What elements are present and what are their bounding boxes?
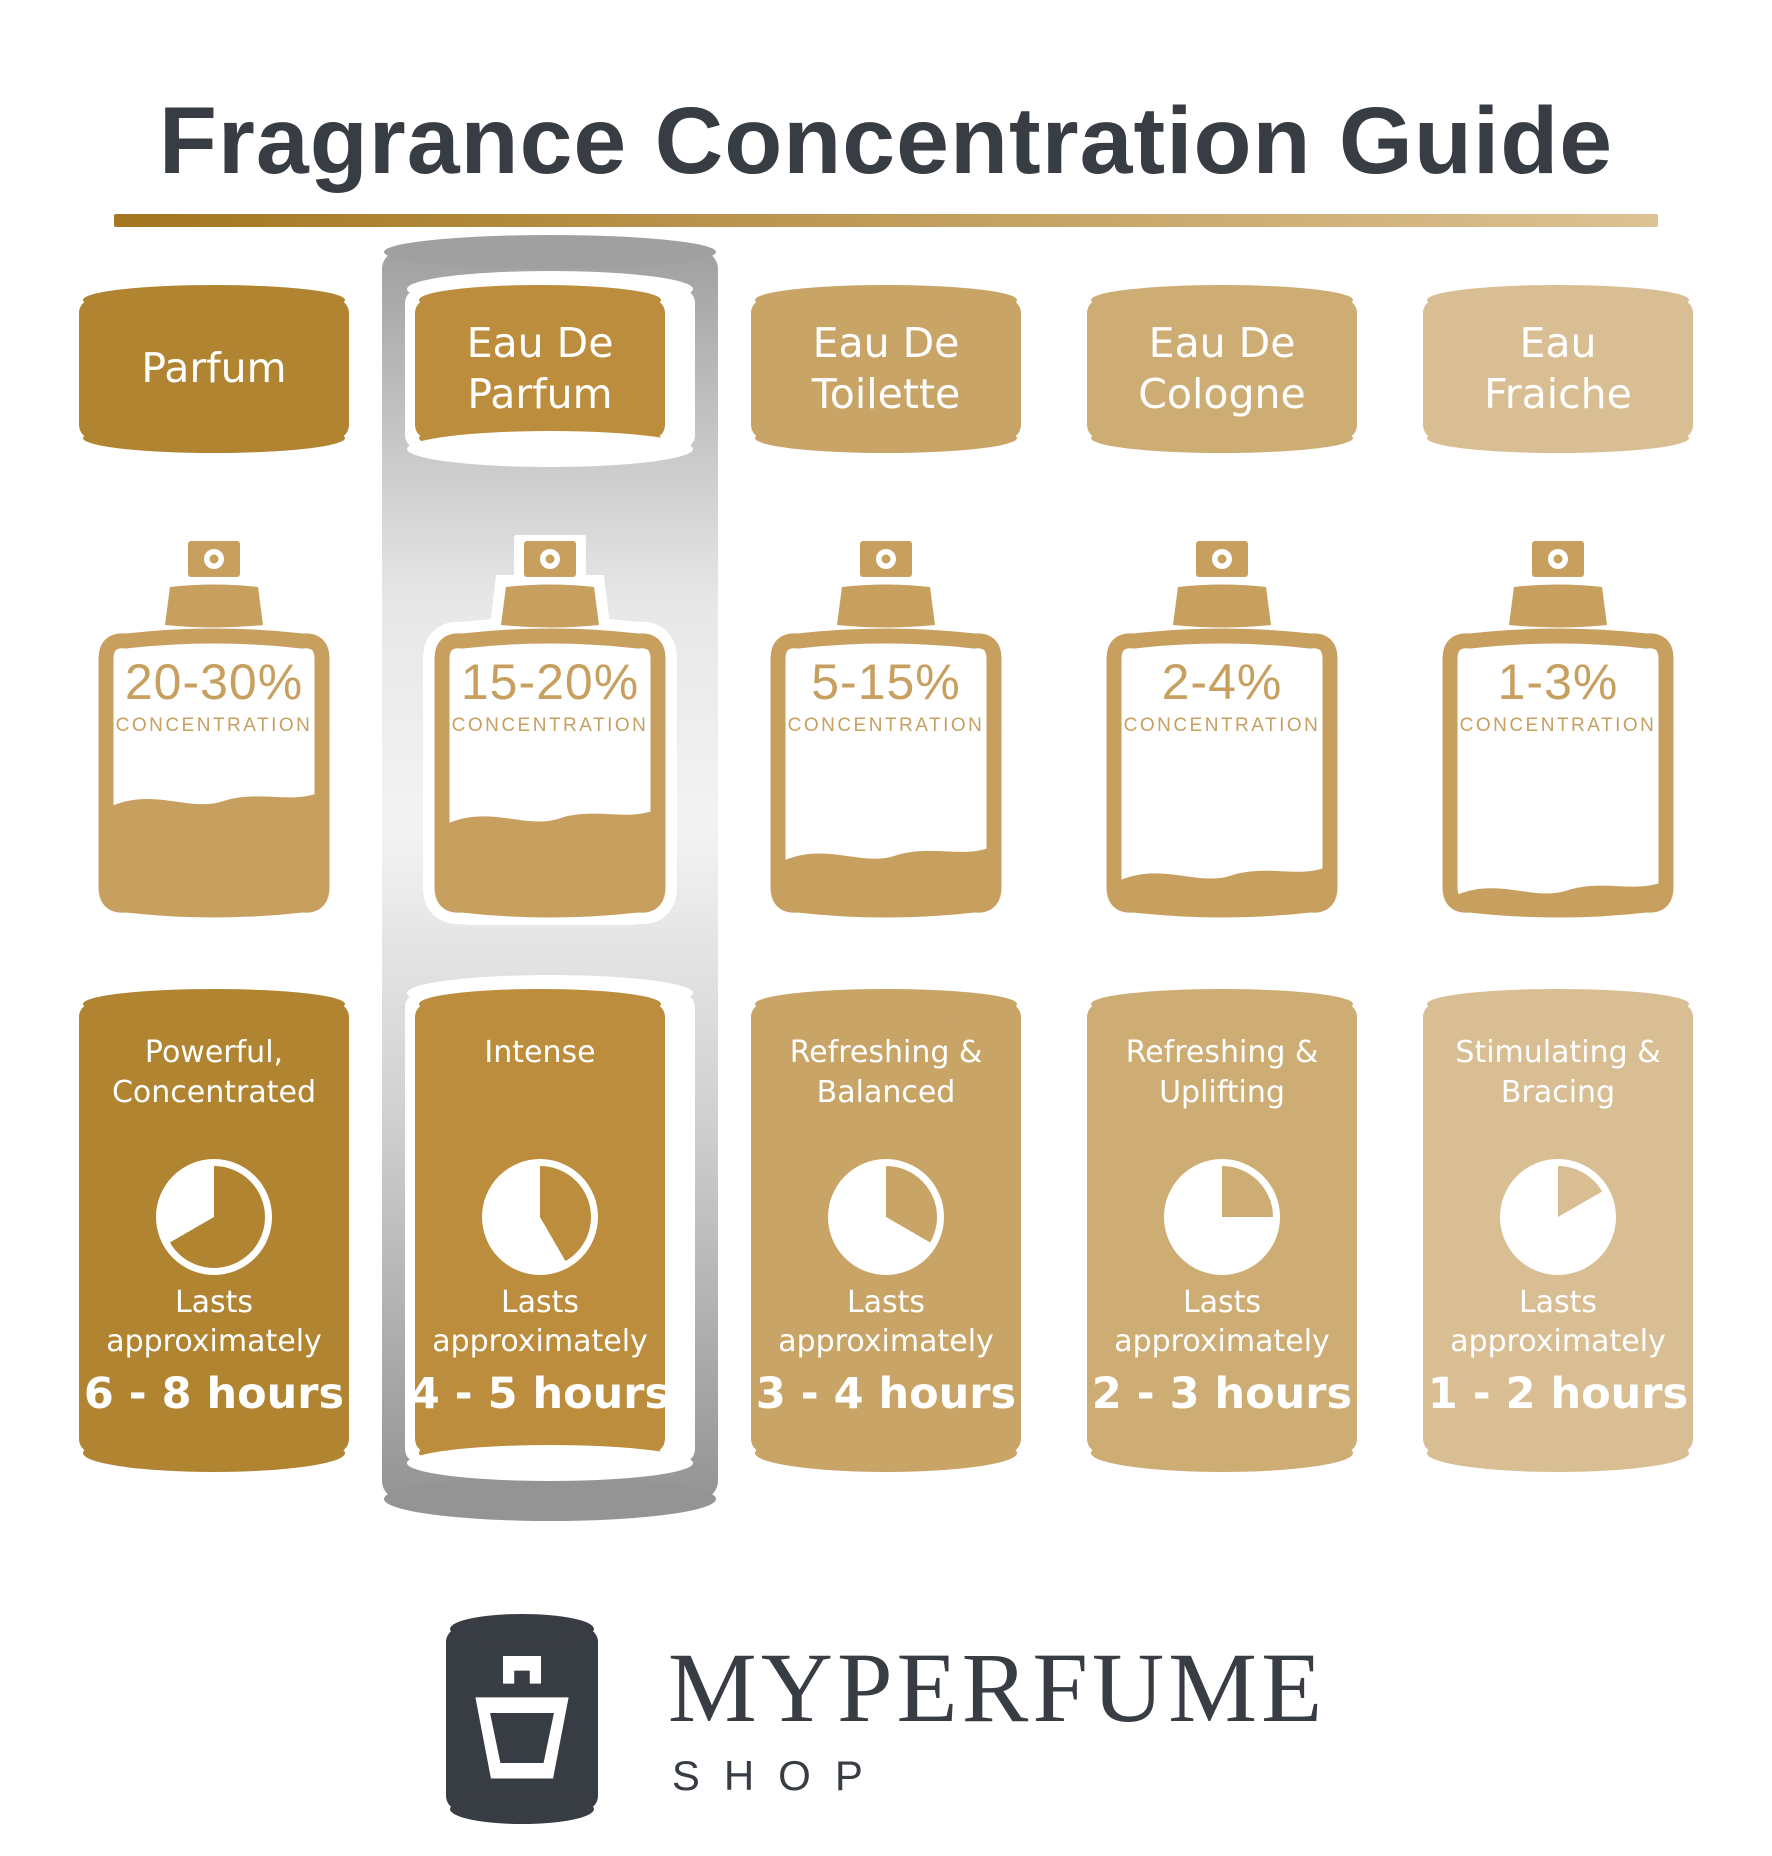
- tier-header: Eau Fraiche: [1423, 285, 1693, 453]
- character-label: Powerful, Concentrated: [111, 1035, 317, 1110]
- concentration-block: 2-4% CONCENTRATION: [1092, 653, 1352, 737]
- tier-label: Eau Fraiche: [1484, 318, 1632, 418]
- duration-value: 4 - 5 hours: [409, 1369, 671, 1419]
- duration-value: 6 - 8 hours: [83, 1369, 345, 1419]
- duration-pie-icon: [482, 1159, 598, 1275]
- duration-pie-icon: [156, 1159, 272, 1275]
- duration-value: 1 - 2 hours: [1427, 1369, 1689, 1419]
- perfume-bottle-icon: 2-4% CONCENTRATION: [1092, 535, 1352, 925]
- highlight-outline: Eau De Parfum: [405, 271, 695, 467]
- column: Parfum 20-30% CONCENTRATION Powerful, Co…: [79, 285, 349, 1472]
- page-title: Fragrance Concentration Guide: [158, 88, 1614, 194]
- duration-block: Lasts approximately 1 - 2 hours: [1428, 1283, 1688, 1419]
- character-label: Refreshing & Uplifting: [1125, 1035, 1319, 1110]
- concentration-label: CONCENTRATION: [1459, 715, 1657, 736]
- lasts-label: Lasts approximately: [1450, 1285, 1666, 1359]
- concentration-block: 5-15% CONCENTRATION: [756, 653, 1016, 737]
- concentration-value: 15-20%: [460, 654, 640, 710]
- duration-block: Lasts approximately 2 - 3 hours: [1092, 1283, 1352, 1419]
- concentration-value: 5-15%: [811, 654, 961, 710]
- concentration-label: CONCENTRATION: [1123, 715, 1321, 736]
- column: Eau Fraiche 1-3% CONCENTRATION Stimulati…: [1423, 285, 1693, 1472]
- tier-label: Eau De Parfum: [466, 318, 614, 418]
- perfume-bottle-icon: 20-30% CONCENTRATION: [84, 535, 344, 925]
- concentration-value: 20-30%: [124, 654, 304, 710]
- brand-text: MYPERFUME SHOP: [668, 1638, 1326, 1800]
- perfume-bottle-icon: 5-15% CONCENTRATION: [756, 535, 1016, 925]
- duration-block: Lasts approximately 3 - 4 hours: [756, 1283, 1016, 1419]
- tier-header: Eau De Toilette: [751, 285, 1021, 453]
- columns-board: Parfum 20-30% CONCENTRATION Powerful, Co…: [79, 235, 1693, 1521]
- concentration-label: CONCENTRATION: [451, 715, 649, 736]
- brand-footer: MYPERFUME SHOP: [0, 1614, 1772, 1824]
- highlight-outline: Intense Lasts approximately 4 - 5 hours: [405, 975, 695, 1481]
- character-label: Refreshing & Balanced: [789, 1035, 983, 1110]
- lasts-label: Lasts approximately: [432, 1285, 648, 1359]
- tier-header: Eau De Parfum: [415, 285, 665, 453]
- lasts-label: Lasts approximately: [1114, 1285, 1330, 1359]
- duration-pie-icon: [1164, 1159, 1280, 1275]
- brand-sub: SHOP: [671, 1752, 887, 1799]
- infographic: Fragrance Concentration Guide Parfum 20-…: [0, 84, 1772, 1824]
- duration-block: Lasts approximately 6 - 8 hours: [84, 1283, 344, 1419]
- duration-value: 3 - 4 hours: [755, 1369, 1017, 1419]
- perfume-bottle-icon: 15-20% CONCENTRATION: [420, 535, 680, 925]
- lasts-label: Lasts approximately: [106, 1285, 322, 1359]
- column: Eau De Toilette 5-15% CONCENTRATION Refr…: [751, 285, 1021, 1472]
- concentration-block: 20-30% CONCENTRATION: [84, 653, 344, 737]
- tier-card: Refreshing & Balanced Lasts approximatel…: [751, 989, 1021, 1472]
- concentration-block: 1-3% CONCENTRATION: [1428, 653, 1688, 737]
- concentration-value: 2-4%: [1161, 654, 1283, 710]
- column: Eau De Cologne 2-4% CONCENTRATION Refres…: [1087, 285, 1357, 1472]
- duration-value: 2 - 3 hours: [1091, 1369, 1353, 1419]
- character-label: Intense: [484, 1035, 596, 1070]
- lasts-label: Lasts approximately: [778, 1285, 994, 1359]
- tier-card: Stimulating & Bracing Lasts approximatel…: [1423, 989, 1693, 1472]
- concentration-label: CONCENTRATION: [115, 715, 313, 736]
- perfume-bottle-logo-icon: [475, 1656, 569, 1779]
- title-underline: [114, 214, 1658, 227]
- tier-label: Eau De Toilette: [811, 318, 961, 418]
- concentration-block: 15-20% CONCENTRATION: [420, 653, 680, 737]
- duration-pie-icon: [828, 1159, 944, 1275]
- tier-card: Intense Lasts approximately 4 - 5 hours: [410, 989, 670, 1472]
- tier-card: Powerful, Concentrated Lasts approximate…: [79, 989, 349, 1472]
- column: Eau De Parfum 15-20% CONCENTRATION Inten…: [405, 271, 695, 1481]
- concentration-value: 1-3%: [1497, 654, 1619, 710]
- tier-header: Eau De Cologne: [1087, 285, 1357, 453]
- tier-label: Parfum: [141, 344, 287, 393]
- brand-name: MYPERFUME: [667, 1632, 1327, 1743]
- brand-logo-badge: [445, 1614, 598, 1824]
- character-label: Stimulating & Bracing: [1455, 1035, 1661, 1110]
- tier-label: Eau De Cologne: [1138, 318, 1306, 418]
- concentration-label: CONCENTRATION: [787, 715, 985, 736]
- tier-card: Refreshing & Uplifting Lasts approximate…: [1087, 989, 1357, 1472]
- duration-block: Lasts approximately 4 - 5 hours: [410, 1283, 670, 1419]
- perfume-bottle-icon: 1-3% CONCENTRATION: [1428, 535, 1688, 925]
- duration-pie-icon: [1500, 1159, 1616, 1275]
- tier-header: Parfum: [79, 285, 349, 453]
